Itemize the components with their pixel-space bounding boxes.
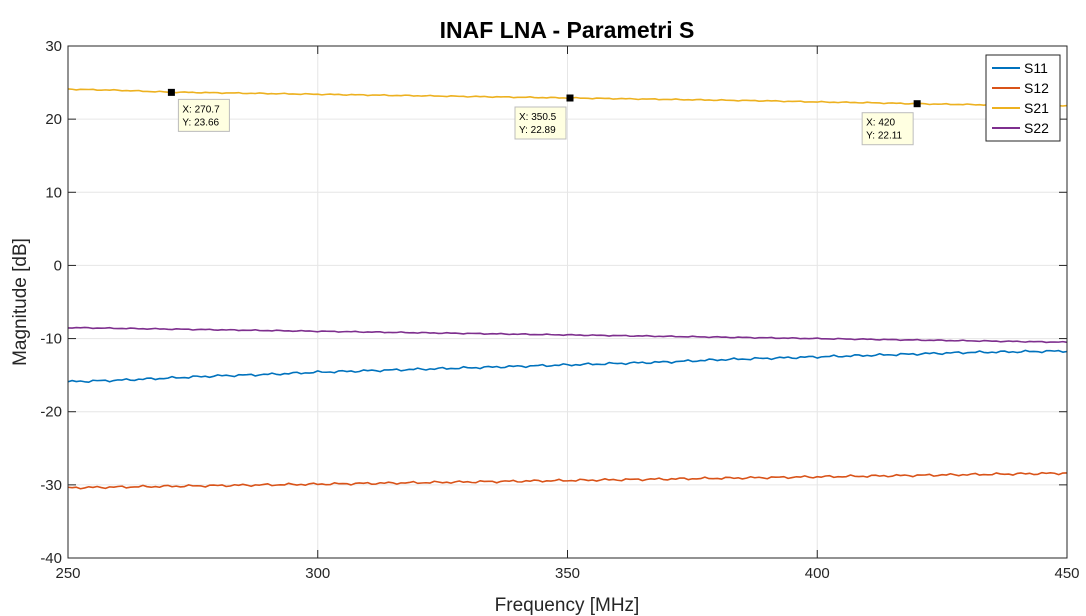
ticks: 250 300 350 400 450 -40 -30 -20 -10 0 10 20 30 — [40, 38, 1079, 582]
datatip-marker — [913, 100, 921, 108]
datatip-x-label: X: 420 — [866, 118, 895, 129]
legend-box — [985, 54, 1061, 142]
legend-label-s21: S21 — [1024, 100, 1049, 116]
legend-label-s11: S11 — [1024, 60, 1048, 76]
datatip-x-label: X: 270.7 — [182, 104, 220, 115]
y-tick-label: -10 — [40, 331, 62, 348]
datatip-box — [514, 106, 567, 140]
datatip-marker — [566, 94, 574, 102]
series-line-s11 — [67, 349, 1068, 383]
y-tick-label: 30 — [45, 38, 62, 55]
x-tick-label: 300 — [305, 565, 330, 582]
x-axis-label: Frequency [MHz] — [495, 595, 640, 616]
legend-label-s12: S12 — [1024, 80, 1049, 96]
x-tick-label: 450 — [1054, 565, 1079, 582]
legend: S11 S12 S21 S22 — [985, 54, 1061, 142]
y-tick-label: -40 — [40, 550, 62, 567]
y-tick-label: 0 — [54, 257, 62, 274]
datatip-x-label: X: 350.5 — [519, 112, 557, 123]
datatip-y-label: Y: 22.89 — [519, 125, 556, 136]
y-axis-label: Magnitude [dB] — [10, 238, 31, 366]
x-tick-label: 400 — [805, 565, 830, 582]
x-tick-label: 250 — [55, 565, 80, 582]
datatip-box — [861, 112, 914, 146]
legend-label-s22: S22 — [1024, 120, 1049, 136]
datatip-box — [177, 98, 230, 132]
datatip-y-label: Y: 22.11 — [866, 131, 902, 142]
y-tick-label: 20 — [45, 111, 62, 128]
datatip-y-label: Y: 23.66 — [182, 117, 219, 128]
y-tick-label: 10 — [45, 184, 62, 201]
y-tick-label: -30 — [40, 477, 62, 494]
chart-title: INAF LNA - Parametri S — [440, 17, 695, 43]
datatips: X: 270.7 Y: 23.66 X: 350.5 Y: 22.89 X: 420 Y:… — [167, 88, 921, 146]
datatip-marker — [167, 88, 175, 96]
x-tick-label: 350 — [555, 565, 580, 582]
series-line-s22 — [67, 326, 1068, 344]
series-line-s12 — [67, 471, 1068, 490]
y-tick-label: -20 — [40, 404, 62, 421]
